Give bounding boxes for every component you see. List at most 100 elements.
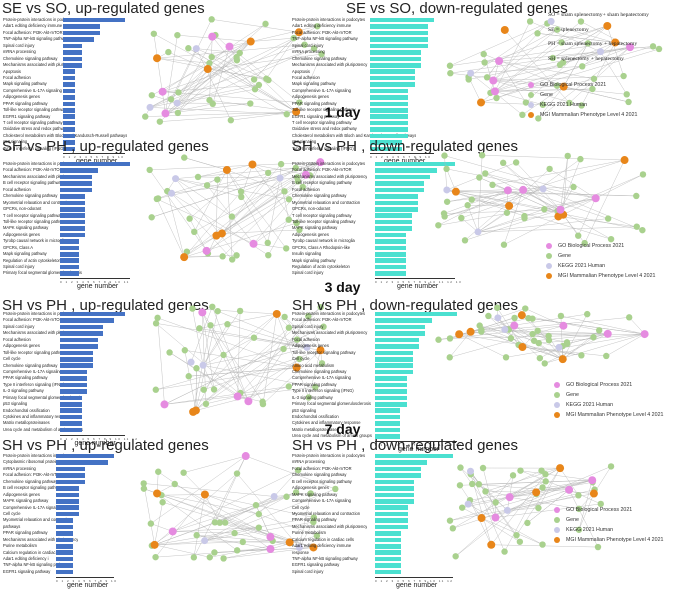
- network-edge: [534, 334, 608, 341]
- network-node: [575, 232, 581, 238]
- network-node: [519, 186, 527, 194]
- network-node: [621, 156, 629, 164]
- bar: [375, 460, 427, 465]
- network-node: [500, 160, 506, 166]
- legend-item: GO Biological Process 2021: [554, 505, 663, 515]
- network-node: [265, 240, 271, 246]
- network-edge: [468, 205, 509, 206]
- x-axis-label: gene number: [67, 582, 108, 589]
- network-node: [459, 504, 465, 510]
- network-node: [151, 31, 157, 37]
- bar: [375, 175, 430, 180]
- network-edge: [158, 318, 165, 405]
- network-node: [286, 216, 292, 222]
- network-node: [556, 344, 563, 351]
- network-edge: [222, 164, 281, 233]
- network-node: [542, 360, 548, 366]
- bar: [56, 518, 73, 523]
- bar: [375, 226, 412, 231]
- network-node: [529, 331, 535, 337]
- bar: [63, 37, 94, 42]
- x-axis: [375, 577, 453, 578]
- network-node: [278, 161, 284, 167]
- network-node: [608, 463, 614, 469]
- legend-label: KEGG 2021 Human: [566, 402, 613, 408]
- network-node: [479, 152, 485, 158]
- bar: [370, 44, 428, 49]
- network-node: [201, 537, 208, 544]
- bar: [375, 376, 407, 381]
- network-node: [467, 328, 475, 336]
- network-edge: [532, 319, 644, 334]
- network-edge: [447, 169, 596, 198]
- bar: [56, 454, 114, 459]
- network-node: [521, 215, 527, 221]
- network-node: [273, 310, 281, 318]
- abbr-so: SO = sham splenectomy+ sham hepatectomy: [548, 8, 649, 23]
- legend-item: GO Biological Process 2021: [554, 380, 663, 390]
- network-node: [155, 195, 161, 201]
- network-node: [186, 215, 192, 221]
- network-node: [154, 315, 160, 321]
- network-node: [565, 486, 573, 494]
- bar: [375, 201, 418, 206]
- legend-label: GO Biological Process 2021: [558, 243, 624, 249]
- day-label-3: 3 day: [0, 279, 685, 295]
- bar: [375, 271, 406, 276]
- network-edge: [212, 19, 299, 32]
- network-node: [501, 242, 507, 248]
- bar: [60, 325, 103, 330]
- bar: [375, 258, 406, 263]
- bar: [375, 538, 401, 543]
- network-node: [208, 16, 214, 22]
- network-node: [234, 392, 242, 400]
- bar: [60, 207, 85, 212]
- network-node: [489, 77, 497, 85]
- network-node: [480, 465, 486, 471]
- network-node: [244, 397, 252, 405]
- bar: [60, 252, 79, 257]
- legend-label: KEGG 2021 Human: [566, 527, 613, 533]
- bar: [375, 325, 425, 330]
- network-node: [452, 553, 458, 559]
- network-node: [224, 321, 230, 327]
- panel-title: SH vs PH , down-regulated genes: [292, 437, 518, 454]
- network-node: [160, 400, 168, 408]
- network-node: [251, 76, 257, 82]
- network-node: [444, 199, 450, 205]
- network-node: [639, 227, 645, 233]
- bar: [63, 18, 125, 23]
- network-node: [447, 63, 453, 69]
- network-node: [532, 488, 540, 496]
- bar: [60, 162, 130, 167]
- bar: [60, 168, 98, 173]
- network-node: [283, 245, 289, 251]
- network-node: [237, 308, 243, 314]
- network-node: [271, 493, 278, 500]
- network-diagram: [430, 300, 665, 370]
- bar: [375, 563, 401, 568]
- network-node: [195, 174, 201, 180]
- bar: [56, 531, 73, 536]
- network-node: [465, 501, 472, 508]
- network-edge: [227, 170, 286, 248]
- network-edge: [157, 58, 209, 63]
- network-node: [265, 170, 271, 176]
- legend-item: KEGG 2021 Human: [554, 400, 663, 410]
- bar: [56, 473, 85, 478]
- bar: [375, 544, 401, 549]
- network-edge: [459, 317, 629, 334]
- legend-item: KEGG 2021 Human: [546, 261, 655, 271]
- network-diagram: [430, 150, 658, 252]
- network-node: [510, 472, 516, 478]
- network-node: [240, 539, 246, 545]
- network-node: [441, 210, 447, 216]
- network-node: [487, 541, 495, 549]
- network-edge: [558, 216, 636, 226]
- day-label-1: 1 day: [0, 104, 685, 120]
- network-node: [556, 206, 564, 214]
- x-axis-label: gene number: [396, 582, 437, 589]
- bar: [60, 338, 98, 343]
- network-node: [234, 547, 240, 553]
- legend-dot-icon: [554, 402, 560, 408]
